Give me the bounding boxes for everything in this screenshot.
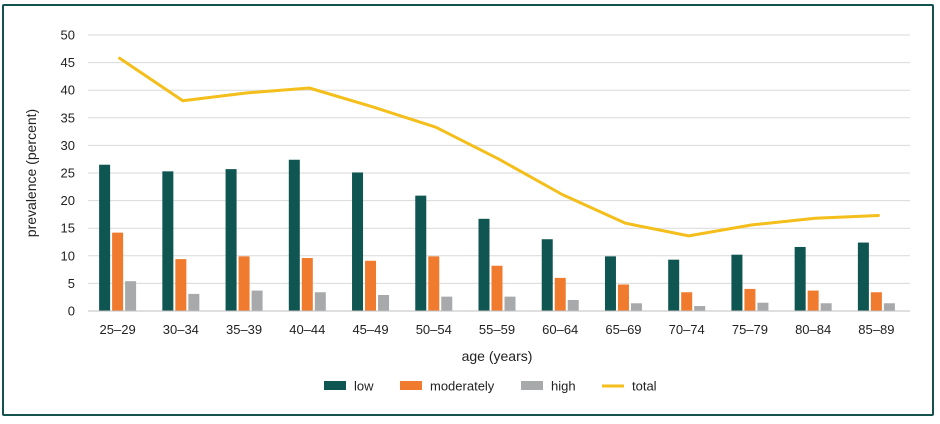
x-tick-label: 25–29 bbox=[100, 322, 136, 337]
bar-moderately-60–64 bbox=[554, 277, 566, 311]
bar-low-40–44 bbox=[288, 159, 300, 311]
x-tick-label: 50–54 bbox=[416, 322, 452, 337]
x-tick-label: 40–44 bbox=[289, 322, 325, 337]
y-tick-label: 20 bbox=[61, 193, 75, 208]
legend-label-high: high bbox=[551, 379, 576, 394]
bar-moderately-85–89 bbox=[870, 292, 882, 311]
y-tick-label: 30 bbox=[61, 138, 75, 153]
legend-swatch-high bbox=[521, 381, 543, 390]
bar-low-75–79 bbox=[731, 254, 743, 311]
x-tick-label: 85–89 bbox=[858, 322, 894, 337]
x-tick-label: 30–34 bbox=[163, 322, 199, 337]
bar-high-45–49 bbox=[378, 294, 390, 311]
y-axis-title: prevalence (percent) bbox=[23, 109, 39, 237]
bar-moderately-30–34 bbox=[175, 259, 187, 311]
chart-frame: 0 5 10 15 20 25 30 35 40 45 50 25–29 30–34 35–39 40–44… bbox=[2, 4, 934, 416]
legend-label-low: low bbox=[354, 379, 374, 394]
y-tick-label: 5 bbox=[68, 276, 75, 291]
y-tick-label: 45 bbox=[61, 55, 75, 70]
y-tick-label: 35 bbox=[61, 110, 75, 125]
x-tick-label: 45–49 bbox=[352, 322, 388, 337]
legend-swatch-low bbox=[324, 381, 346, 390]
legend-label-total: total bbox=[632, 379, 657, 394]
legend-swatch-moderately bbox=[400, 381, 422, 390]
bar-high-65–69 bbox=[630, 303, 642, 311]
legend-label-moderately: moderately bbox=[430, 379, 495, 394]
bar-low-60–64 bbox=[541, 239, 553, 311]
bar-low-45–49 bbox=[352, 172, 364, 311]
x-tick-label: 75–79 bbox=[732, 322, 768, 337]
y-tick-label: 15 bbox=[61, 221, 75, 236]
bar-moderately-55–59 bbox=[491, 265, 503, 311]
chart-svg: 0 5 10 15 20 25 30 35 40 45 50 25–29 30–34 35–39 40–44… bbox=[23, 28, 910, 394]
x-tick-label: 70–74 bbox=[669, 322, 705, 337]
bar-low-70–74 bbox=[668, 259, 680, 311]
bar-high-40–44 bbox=[314, 292, 326, 311]
bar-moderately-40–44 bbox=[301, 258, 313, 311]
bar-moderately-70–74 bbox=[681, 292, 693, 311]
x-tick-label: 65–69 bbox=[605, 322, 641, 337]
bar-low-35–39 bbox=[225, 169, 237, 311]
x-tick-label: 80–84 bbox=[795, 322, 831, 337]
bar-high-50–54 bbox=[441, 296, 453, 311]
bar-low-85–89 bbox=[857, 242, 869, 311]
bar-high-75–79 bbox=[757, 302, 769, 311]
y-tick-label: 0 bbox=[68, 304, 75, 319]
bar-low-65–69 bbox=[604, 256, 616, 311]
bar-low-25–29 bbox=[99, 164, 111, 311]
bar-high-85–89 bbox=[883, 303, 895, 311]
bar-high-55–59 bbox=[504, 296, 516, 311]
x-tick-label: 60–64 bbox=[542, 322, 578, 337]
bar-high-80–84 bbox=[820, 303, 832, 311]
bar-high-35–39 bbox=[251, 290, 263, 311]
bar-low-50–54 bbox=[415, 195, 427, 311]
bar-high-70–74 bbox=[694, 306, 706, 311]
bar-moderately-75–79 bbox=[744, 288, 756, 311]
y-tick-label: 40 bbox=[61, 83, 75, 98]
bar-low-80–84 bbox=[794, 246, 806, 311]
x-tick-label: 55–59 bbox=[479, 322, 515, 337]
x-axis-title: age (years) bbox=[462, 348, 533, 364]
x-tick-label: 35–39 bbox=[226, 322, 262, 337]
bar-moderately-45–49 bbox=[365, 260, 377, 311]
bar-high-25–29 bbox=[125, 281, 137, 311]
y-tick-label: 25 bbox=[61, 166, 75, 181]
bar-low-55–59 bbox=[478, 218, 490, 311]
bar-moderately-25–29 bbox=[112, 232, 124, 311]
bar-moderately-50–54 bbox=[428, 256, 440, 311]
bar-high-60–64 bbox=[567, 299, 579, 311]
bar-low-30–34 bbox=[162, 171, 174, 311]
y-tick-label: 10 bbox=[61, 248, 75, 263]
bar-high-30–34 bbox=[188, 293, 200, 311]
bar-moderately-65–69 bbox=[617, 284, 629, 311]
bar-moderately-80–84 bbox=[807, 290, 819, 311]
bar-moderately-35–39 bbox=[238, 256, 250, 311]
y-tick-label: 50 bbox=[61, 28, 75, 43]
